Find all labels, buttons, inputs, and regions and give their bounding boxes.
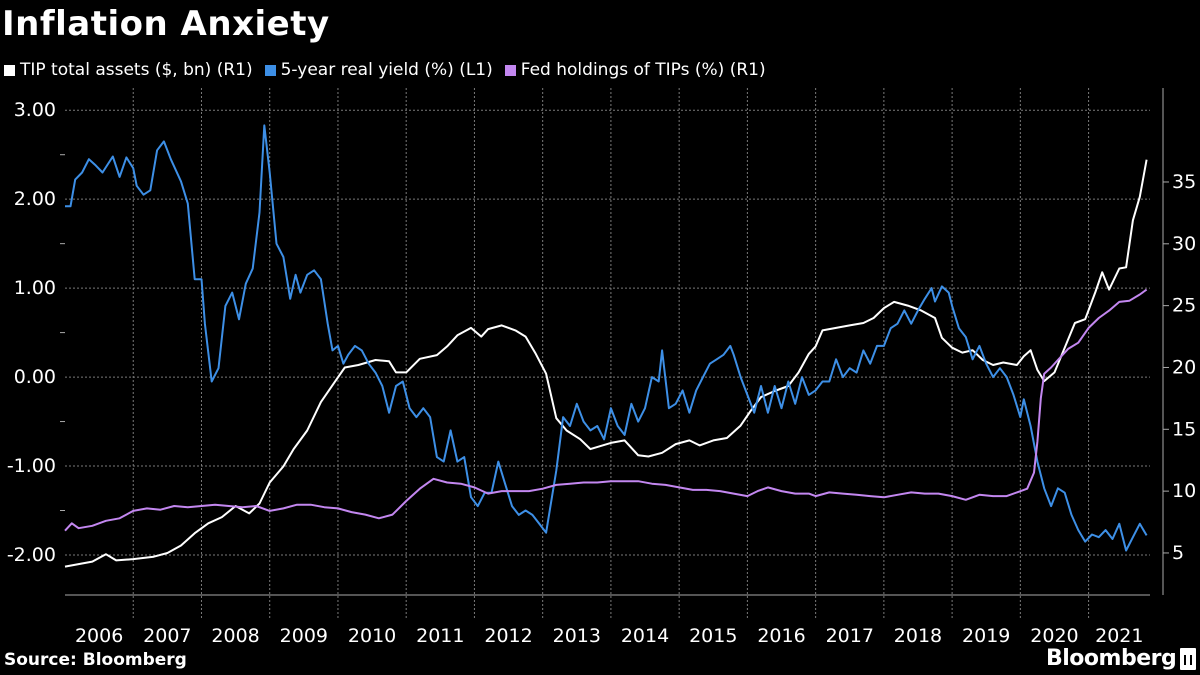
right-axis-tick-label: 15: [1172, 418, 1196, 440]
series-line-tip-assets: [64, 159, 1148, 568]
x-axis-tick-label: 2010: [348, 625, 396, 647]
right-axis-tick-label: 35: [1172, 171, 1196, 193]
x-axis-tick-label: 2021: [1095, 625, 1143, 647]
brand-logo: Bloomberg: [1046, 646, 1177, 671]
x-axis-tick-label: 2014: [621, 625, 669, 647]
x-axis-tick-label: 2009: [280, 625, 328, 647]
left-axis-tick-label: 2.00: [14, 188, 56, 210]
legend-swatch-purple: [504, 64, 516, 76]
terminal-icon: [1180, 648, 1196, 670]
legend-item-real-yield: 5-year real yield (%) (L1): [264, 60, 493, 80]
x-axis-tick-label: 2008: [211, 625, 259, 647]
x-axis-tick-label: 2016: [757, 625, 805, 647]
series-line-real-yield: [65, 124, 1148, 552]
left-axis-tick-label: 1.00: [14, 277, 56, 299]
x-axis-tick-label: 2007: [143, 625, 191, 647]
legend-item-tip-assets: TIP total assets ($, bn) (R1): [4, 60, 253, 80]
right-axis-tick-label: 25: [1172, 295, 1196, 317]
left-axis-tick-label: -1.00: [7, 455, 56, 477]
x-axis-tick-label: 2006: [75, 625, 123, 647]
legend-label: 5-year real yield (%) (L1): [280, 60, 493, 80]
right-axis-tick-label: 5: [1172, 542, 1184, 564]
chart-title: Inflation Anxiety: [2, 4, 330, 44]
source-note: Source: Bloomberg: [4, 650, 187, 670]
left-axis-tick-label: 0.00: [14, 366, 56, 388]
left-axis-tick-label: 3.00: [14, 99, 56, 121]
legend-item-fed-holdings: Fed holdings of TIPs (%) (R1): [504, 60, 766, 80]
x-axis-tick-label: 2020: [1030, 625, 1078, 647]
legend-swatch-white: [4, 64, 15, 76]
x-axis-tick-label: 2015: [689, 625, 737, 647]
left-axis-tick-label: -2.00: [7, 544, 56, 566]
legend: TIP total assets ($, bn) (R1) 5-year rea…: [4, 60, 778, 80]
legend-swatch-blue: [264, 64, 276, 76]
x-axis-tick-label: 2018: [894, 625, 942, 647]
right-axis-tick-label: 20: [1172, 356, 1196, 378]
series-line-fed-holdings: [64, 288, 1148, 532]
x-axis-tick-label: 2019: [962, 625, 1010, 647]
x-axis-tick-label: 2017: [826, 625, 874, 647]
right-axis-tick-label: 10: [1172, 480, 1196, 502]
legend-label: Fed holdings of TIPs (%) (R1): [520, 60, 766, 80]
x-axis-tick-label: 2013: [553, 625, 601, 647]
right-axis-tick-label: 30: [1172, 233, 1196, 255]
x-axis-tick-label: 2012: [484, 625, 532, 647]
x-axis-tick-label: 2011: [416, 625, 464, 647]
legend-label: TIP total assets ($, bn) (R1): [20, 60, 253, 80]
